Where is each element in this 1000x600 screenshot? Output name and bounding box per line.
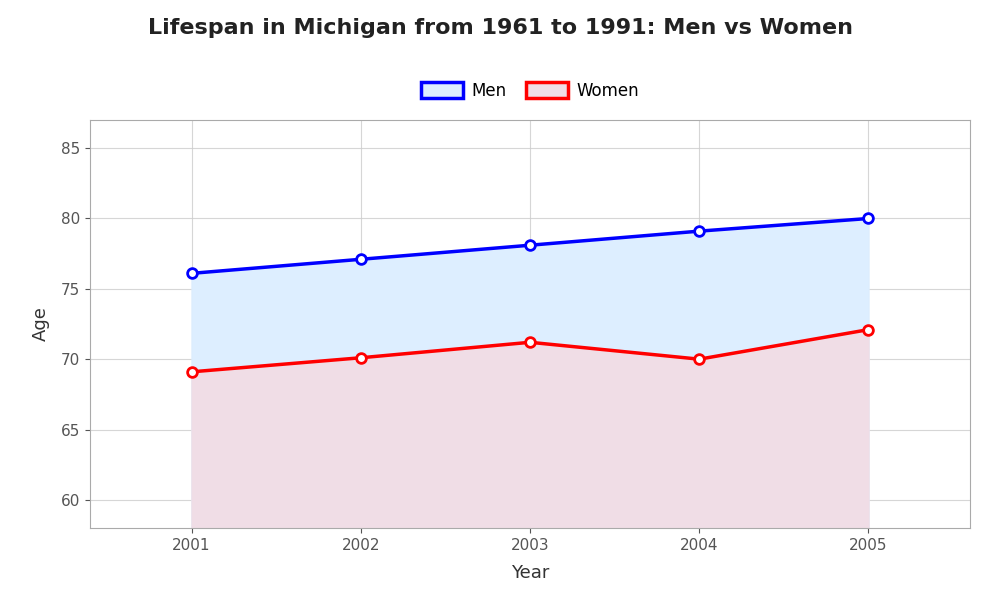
Legend: Men, Women: Men, Women [414,75,646,107]
Y-axis label: Age: Age [32,307,50,341]
X-axis label: Year: Year [511,564,549,582]
Text: Lifespan in Michigan from 1961 to 1991: Men vs Women: Lifespan in Michigan from 1961 to 1991: … [148,18,852,38]
